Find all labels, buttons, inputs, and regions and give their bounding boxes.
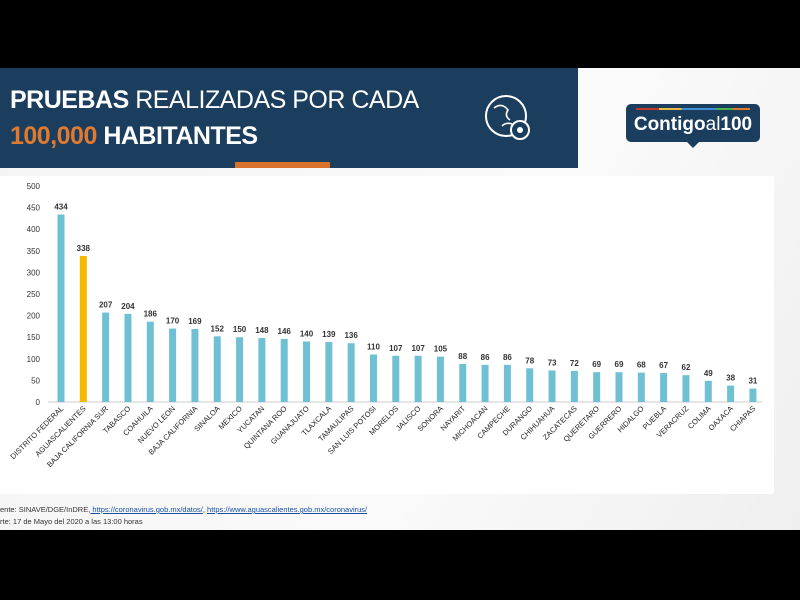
data-label: 72: [570, 359, 579, 368]
data-label: 434: [54, 203, 68, 212]
data-label: 146: [278, 327, 292, 336]
y-tick-label: 0: [36, 398, 41, 407]
data-label: 31: [748, 377, 757, 386]
globe-virus-icon: [485, 95, 530, 140]
bar: [369, 354, 377, 402]
data-label: 204: [121, 302, 135, 311]
bar: [102, 312, 110, 402]
data-label: 49: [704, 369, 713, 378]
y-tick-label: 500: [27, 182, 41, 191]
data-label: 338: [77, 244, 91, 253]
bar: [436, 356, 444, 402]
bar: [414, 355, 422, 402]
data-label: 140: [300, 330, 314, 339]
bar: [392, 355, 400, 402]
data-label: 86: [481, 353, 490, 362]
bar: [280, 338, 288, 402]
data-label: 69: [615, 360, 624, 369]
title-line-1: PRUEBAS REALIZADAS POR CADA: [10, 86, 419, 115]
bar-chart: 050100150200250300350400450500434DISTRIT…: [8, 182, 762, 469]
bar: [124, 313, 132, 402]
bar: [236, 337, 244, 402]
data-label: 62: [682, 363, 691, 372]
y-tick-label: 150: [27, 333, 41, 342]
y-tick-label: 300: [27, 268, 41, 277]
bar: [615, 372, 623, 402]
data-label: 107: [389, 344, 403, 353]
title-banner: PRUEBAS REALIZADAS POR CADA 100,000 HABI…: [0, 68, 578, 168]
bar: [526, 368, 534, 402]
bar: [213, 336, 221, 402]
data-label: 150: [233, 325, 247, 334]
data-label: 69: [592, 360, 601, 369]
y-tick-label: 400: [27, 225, 41, 234]
y-tick-label: 450: [27, 204, 41, 213]
data-label: 170: [166, 317, 180, 326]
data-label: 148: [255, 326, 269, 335]
y-tick-label: 50: [31, 376, 40, 385]
bar: [570, 370, 578, 402]
link-coronavirus[interactable]: https://coronavirus.gob.mx/datos/: [90, 505, 203, 514]
bar: [503, 364, 511, 402]
data-label: 86: [503, 353, 512, 362]
source-note: ente: SINAVE/DGE/InDRE, https://coronavi…: [0, 505, 368, 514]
contigo-al-100-logo: Contigoal100: [626, 104, 760, 148]
y-tick-label: 100: [27, 355, 41, 364]
bar: [303, 341, 311, 402]
title-rest: REALIZADAS POR CADA: [128, 86, 419, 114]
data-label: 88: [458, 352, 467, 361]
bar: [727, 385, 735, 402]
bar: [146, 321, 154, 402]
bar: [682, 375, 690, 402]
data-label: 107: [411, 344, 425, 353]
data-label: 68: [637, 361, 646, 370]
title-highlight: 100,000: [10, 122, 97, 150]
link-aguascalientes[interactable]: https://www.aguascalientes.gob.mx/corona…: [207, 505, 368, 514]
data-label: 139: [322, 330, 336, 339]
chart-area: 0 50 100 150 200 250 300 350 400 450 500 434 DISTRIT…: [0, 176, 774, 494]
bar: [325, 341, 333, 402]
bar: [57, 214, 65, 402]
bar: [481, 364, 489, 402]
bar: [593, 372, 601, 402]
bar: [660, 373, 668, 402]
bar: [459, 363, 467, 402]
data-label: 110: [367, 342, 380, 351]
bar: [347, 343, 355, 402]
slide: PRUEBAS REALIZADAS POR CADA 100,000 HABI…: [0, 68, 800, 530]
bar: [749, 388, 757, 402]
cutoff-note: rte: 17 de Mayo del 2020 a las 13:00 hor…: [0, 517, 143, 526]
title-rest-2: HABITANTES: [96, 122, 258, 150]
data-label: 207: [99, 301, 113, 310]
data-label: 105: [434, 345, 448, 354]
bar: [548, 370, 556, 402]
title-bold: PRUEBAS: [10, 86, 129, 114]
data-label: 186: [144, 310, 158, 319]
y-tick-label: 250: [27, 290, 41, 299]
data-label: 38: [726, 374, 735, 383]
data-label: 73: [548, 358, 557, 367]
y-tick-label: 350: [27, 247, 41, 256]
bar: [79, 255, 87, 402]
data-label: 78: [525, 356, 534, 365]
title-line-2: 100,000 HABITANTES: [10, 122, 258, 151]
bar: [258, 338, 266, 402]
y-tick-label: 200: [27, 312, 41, 321]
bar: [169, 328, 177, 402]
bar: [704, 380, 712, 402]
data-label: 152: [211, 324, 225, 333]
data-label: 169: [188, 317, 202, 326]
bar: [637, 372, 645, 402]
data-label: 136: [344, 331, 358, 340]
accent-underline: [235, 162, 330, 168]
data-label: 67: [659, 361, 668, 370]
bar: [191, 328, 199, 402]
